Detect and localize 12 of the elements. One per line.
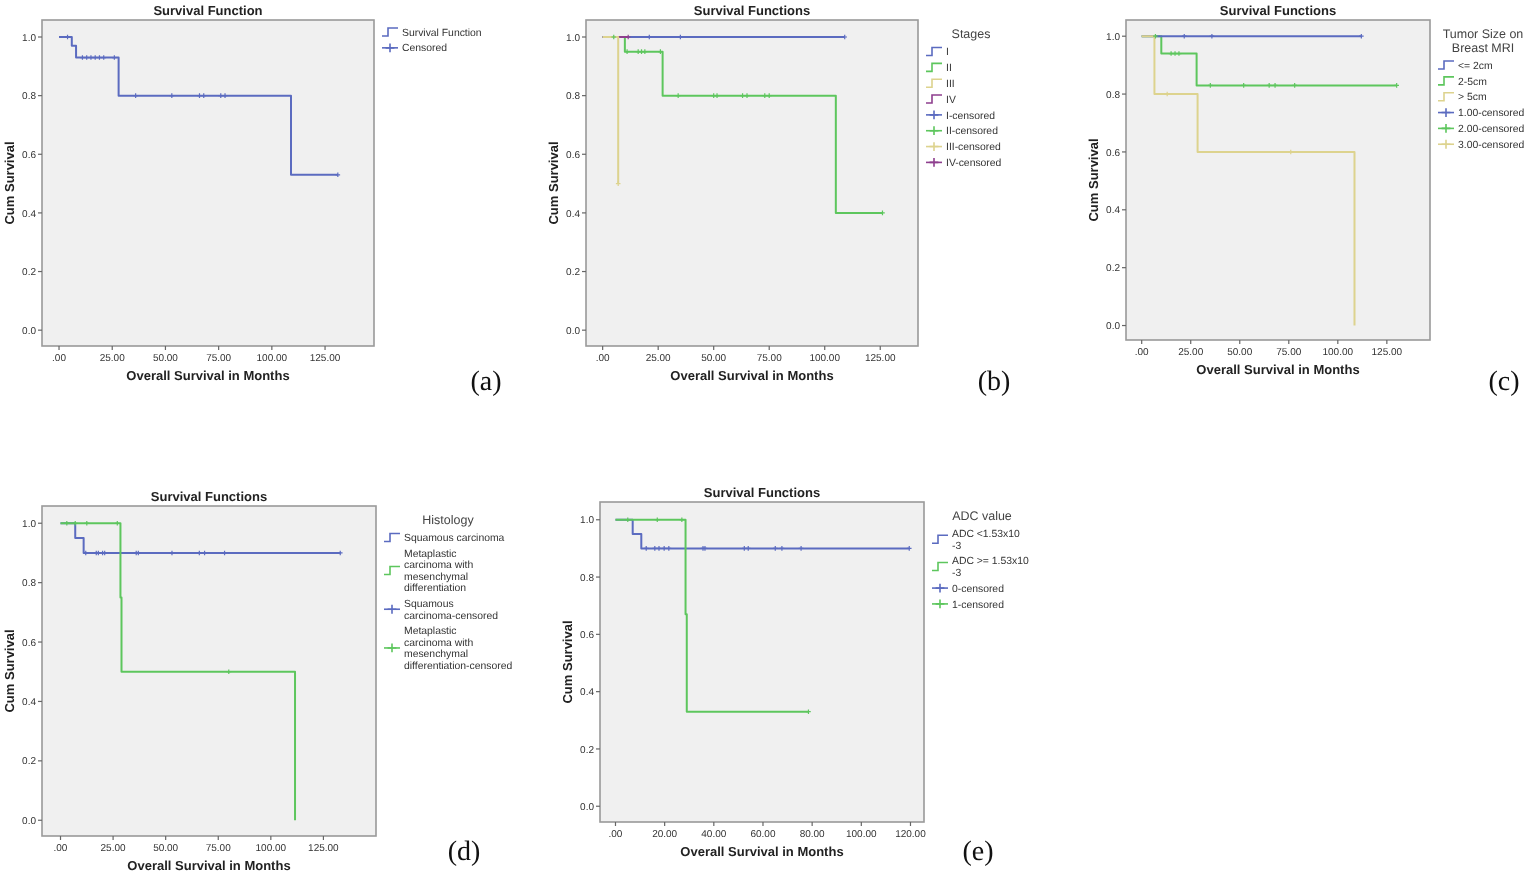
point <box>1168 50 1175 57</box>
text: (c) <box>1488 368 1521 398</box>
point <box>1272 82 1278 89</box>
text: (b) <box>977 368 1011 398</box>
point <box>656 545 662 552</box>
point <box>798 545 804 552</box>
text: (d) <box>447 838 481 868</box>
point <box>779 545 785 552</box>
text: (e) <box>962 838 995 868</box>
point <box>1209 33 1215 40</box>
point <box>610 34 617 40</box>
text: (a) <box>470 368 503 398</box>
